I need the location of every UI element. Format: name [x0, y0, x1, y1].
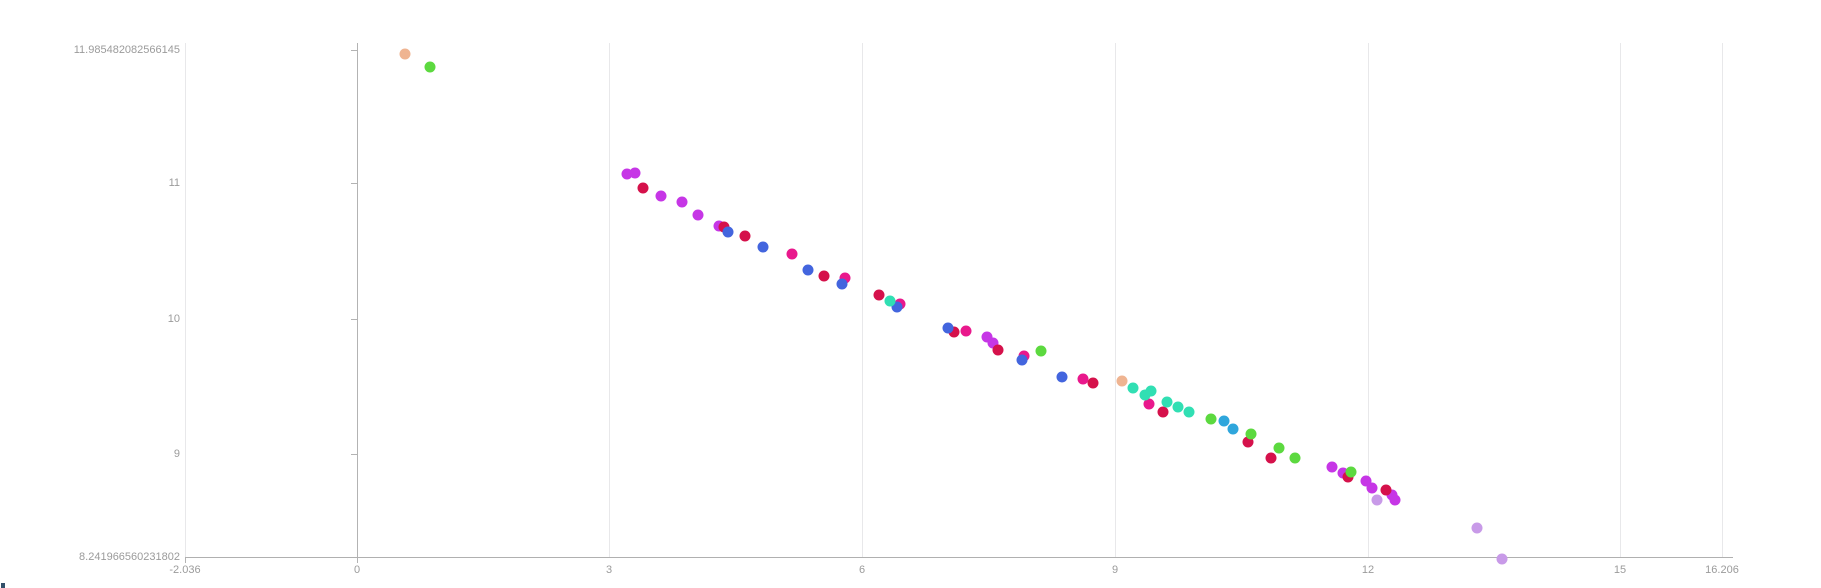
x-gridline — [185, 43, 186, 557]
data-point-deep-pink[interactable] — [960, 325, 972, 337]
data-point-crimson[interactable] — [992, 344, 1004, 356]
data-point-magenta[interactable] — [1326, 461, 1338, 472]
data-point-magenta[interactable] — [629, 167, 641, 179]
y-tick-label: 11 — [168, 177, 180, 189]
data-point-magenta[interactable] — [987, 337, 999, 349]
y-tick-mark — [350, 183, 357, 184]
data-point-royal-blue[interactable] — [1016, 354, 1028, 365]
data-point-crimson[interactable] — [818, 270, 830, 282]
data-point-green[interactable] — [1245, 428, 1257, 440]
data-point-lavender[interactable] — [1371, 494, 1383, 506]
data-point-teal[interactable] — [1139, 389, 1151, 401]
data-point-royal-blue[interactable] — [891, 301, 903, 313]
x-tick-label: 0 — [353, 564, 361, 576]
data-point-crimson[interactable] — [1342, 471, 1354, 483]
data-point-crimson[interactable] — [637, 182, 649, 193]
data-point-crimson[interactable] — [873, 289, 885, 300]
data-point-teal[interactable] — [884, 295, 896, 307]
y-tick-label: 11.985482082566145 — [73, 44, 180, 56]
x-tick-label: 16.206 — [1705, 564, 1739, 576]
x-axis-line — [185, 557, 1733, 558]
data-point-green[interactable] — [424, 61, 436, 73]
data-point-green[interactable] — [1289, 452, 1301, 464]
data-point-deep-pink[interactable] — [786, 248, 798, 260]
data-point-teal[interactable] — [1161, 396, 1173, 407]
data-point-lavender[interactable] — [1496, 553, 1508, 565]
data-point-royal-blue[interactable] — [722, 226, 734, 238]
x-gridline — [1368, 43, 1369, 557]
data-point-green[interactable] — [1273, 442, 1285, 454]
data-point-magenta[interactable] — [981, 331, 993, 342]
data-point-teal[interactable] — [1172, 401, 1184, 413]
data-point-crimson[interactable] — [1157, 406, 1169, 418]
y-tick-label: 9 — [173, 448, 180, 460]
x-tick-label: 3 — [605, 564, 613, 576]
data-point-royal-blue[interactable] — [942, 322, 954, 334]
x-gridline — [1722, 43, 1723, 557]
x-tick-mark — [185, 557, 186, 563]
y-tick-mark — [350, 50, 357, 51]
data-point-magenta[interactable] — [1389, 494, 1401, 506]
data-point-green[interactable] — [1345, 466, 1357, 478]
x-gridline — [1115, 43, 1116, 557]
data-point-deep-pink[interactable] — [1143, 398, 1155, 410]
x-tick-label: 9 — [1111, 564, 1119, 576]
data-point-deep-pink[interactable] — [1077, 373, 1089, 384]
data-point-green[interactable] — [1035, 345, 1047, 357]
x-tick-label: -2.036 — [169, 564, 201, 576]
data-point-magenta[interactable] — [621, 168, 633, 180]
data-point-teal[interactable] — [1145, 385, 1157, 397]
data-point-teal[interactable] — [1127, 382, 1138, 394]
y-tick-label: 10 — [167, 313, 180, 325]
data-point-royal-blue[interactable] — [802, 264, 814, 276]
data-point-crimson[interactable] — [948, 326, 960, 338]
x-gridline — [862, 43, 863, 557]
x-gridline — [1620, 43, 1621, 557]
x-tick-label: 15 — [1613, 564, 1627, 576]
data-point-crimson[interactable] — [1265, 452, 1277, 464]
data-point-peach[interactable] — [399, 48, 411, 59]
data-point-crimson[interactable] — [739, 230, 751, 242]
y-axis-line — [357, 43, 358, 563]
data-point-crimson[interactable] — [1380, 484, 1392, 495]
data-point-magenta[interactable] — [692, 209, 704, 221]
x-gridline — [609, 43, 610, 557]
data-point-sky-blue[interactable] — [1218, 415, 1229, 426]
data-point-royal-blue[interactable] — [1056, 371, 1068, 383]
data-point-peach[interactable] — [1116, 375, 1128, 387]
y-tick-mark — [350, 454, 357, 455]
y-tick-mark — [350, 319, 357, 320]
data-point-magenta[interactable] — [1360, 475, 1372, 487]
x-tick-label: 12 — [1361, 564, 1375, 576]
data-point-magenta[interactable] — [655, 190, 667, 202]
data-point-crimson[interactable] — [1242, 436, 1254, 448]
data-point-royal-blue[interactable] — [757, 241, 769, 253]
data-point-magenta[interactable] — [1366, 482, 1378, 494]
data-point-green[interactable] — [1205, 413, 1217, 425]
data-point-magenta[interactable] — [676, 196, 688, 208]
corner-artifact — [1, 583, 5, 588]
x-tick-label: 6 — [858, 564, 866, 576]
data-point-sky-blue[interactable] — [1227, 423, 1239, 435]
data-point-crimson[interactable] — [1087, 377, 1099, 389]
data-point-royal-blue[interactable] — [836, 278, 848, 290]
data-point-lavender[interactable] — [1471, 522, 1483, 533]
y-tick-label: 8.241966560231802 — [79, 551, 180, 563]
data-point-teal[interactable] — [1183, 406, 1195, 418]
